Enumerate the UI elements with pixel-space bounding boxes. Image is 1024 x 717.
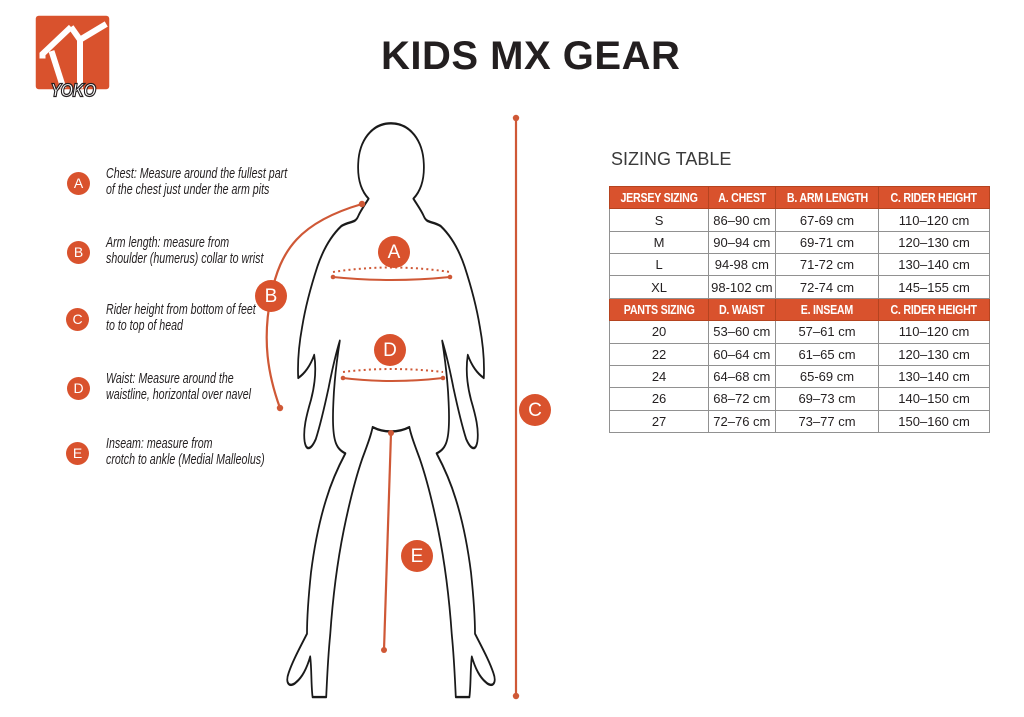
svg-text:D: D bbox=[383, 340, 397, 361]
svg-text:C: C bbox=[528, 400, 542, 421]
svg-text:E: E bbox=[411, 546, 424, 567]
svg-text:B: B bbox=[265, 286, 278, 307]
svg-text:A: A bbox=[388, 242, 401, 263]
